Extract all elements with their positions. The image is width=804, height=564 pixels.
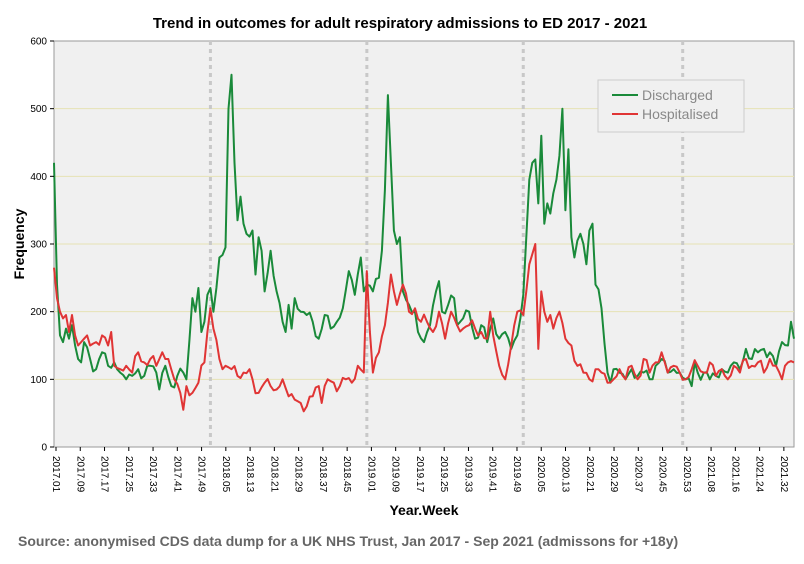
- series-lines: [53, 73, 795, 413]
- legend-label-discharged: Discharged: [642, 87, 713, 103]
- x-tick-label: 2018.37: [317, 456, 328, 493]
- x-tick-label: 2019.17: [414, 456, 425, 493]
- y-tick-label: 0: [41, 443, 47, 454]
- x-tick-label: 2021.32: [778, 456, 789, 493]
- chart-title: Trend in outcomes for adult respiratory …: [153, 15, 647, 32]
- x-tick-label: 2021.24: [754, 456, 765, 493]
- x-tick-label: 2020.29: [608, 456, 619, 493]
- x-tick-label: 2019.49: [511, 456, 522, 493]
- x-tick-label: 2020.21: [584, 456, 595, 493]
- legend-box: [597, 79, 745, 133]
- x-tick-label: 2017.33: [147, 456, 158, 493]
- y-tick-label: 100: [30, 375, 47, 386]
- series-line-hospitalised: [53, 243, 795, 413]
- x-tick-label: 2020.53: [681, 456, 692, 493]
- x-tick-label: 2018.13: [244, 456, 255, 493]
- y-tick-label: 500: [30, 104, 47, 115]
- x-tick-label: 2021.08: [705, 456, 716, 493]
- x-tick-label: 2018.05: [220, 456, 231, 493]
- x-tick-label: 2017.09: [74, 456, 85, 493]
- x-tick-label: 2017.17: [99, 456, 110, 493]
- x-tick-label: 2018.21: [268, 456, 279, 493]
- x-tick-label: 2017.41: [171, 456, 182, 493]
- x-tick-labels: 2017.01 2017.09 2017.17 2017.25 2017.33 2017.…: [50, 447, 789, 493]
- x-tick-label: 2019.25: [438, 456, 449, 493]
- x-tick-label: 2017.25: [123, 456, 134, 493]
- x-tick-label: 2019.01: [365, 456, 376, 493]
- x-tick-label: 2017.49: [196, 456, 207, 493]
- x-tick-label: 2017.01: [50, 456, 61, 493]
- y-tick-label: 600: [30, 37, 47, 48]
- y-tick-label: 400: [30, 172, 47, 183]
- y-axis-title: Frequency: [11, 208, 27, 279]
- y-tick-labels: 0 100 200 300 400 500 600: [30, 37, 54, 454]
- x-tick-label: 2019.41: [487, 456, 498, 493]
- x-tick-label: 2020.05: [535, 456, 546, 493]
- series-line-discharged: [53, 73, 795, 391]
- x-tick-label: 2020.13: [560, 456, 571, 493]
- x-tick-label: 2018.45: [341, 456, 352, 493]
- x-tick-label: 2020.37: [632, 456, 643, 493]
- x-tick-label: 2018.29: [293, 456, 304, 493]
- y-tick-label: 200: [30, 307, 47, 318]
- x-tick-label: 2021.16: [729, 456, 740, 493]
- x-tick-label: 2019.09: [390, 456, 401, 493]
- legend-label-hospitalised: Hospitalised: [642, 106, 718, 122]
- source-note: Source: anonymised CDS data dump for a U…: [18, 533, 678, 549]
- legend: Discharged Hospitalised: [597, 79, 745, 133]
- x-tick-label: 2020.45: [657, 456, 668, 493]
- y-tick-label: 300: [30, 240, 47, 251]
- x-axis-title: Year.Week: [389, 502, 458, 518]
- x-tick-label: 2019.33: [462, 456, 473, 493]
